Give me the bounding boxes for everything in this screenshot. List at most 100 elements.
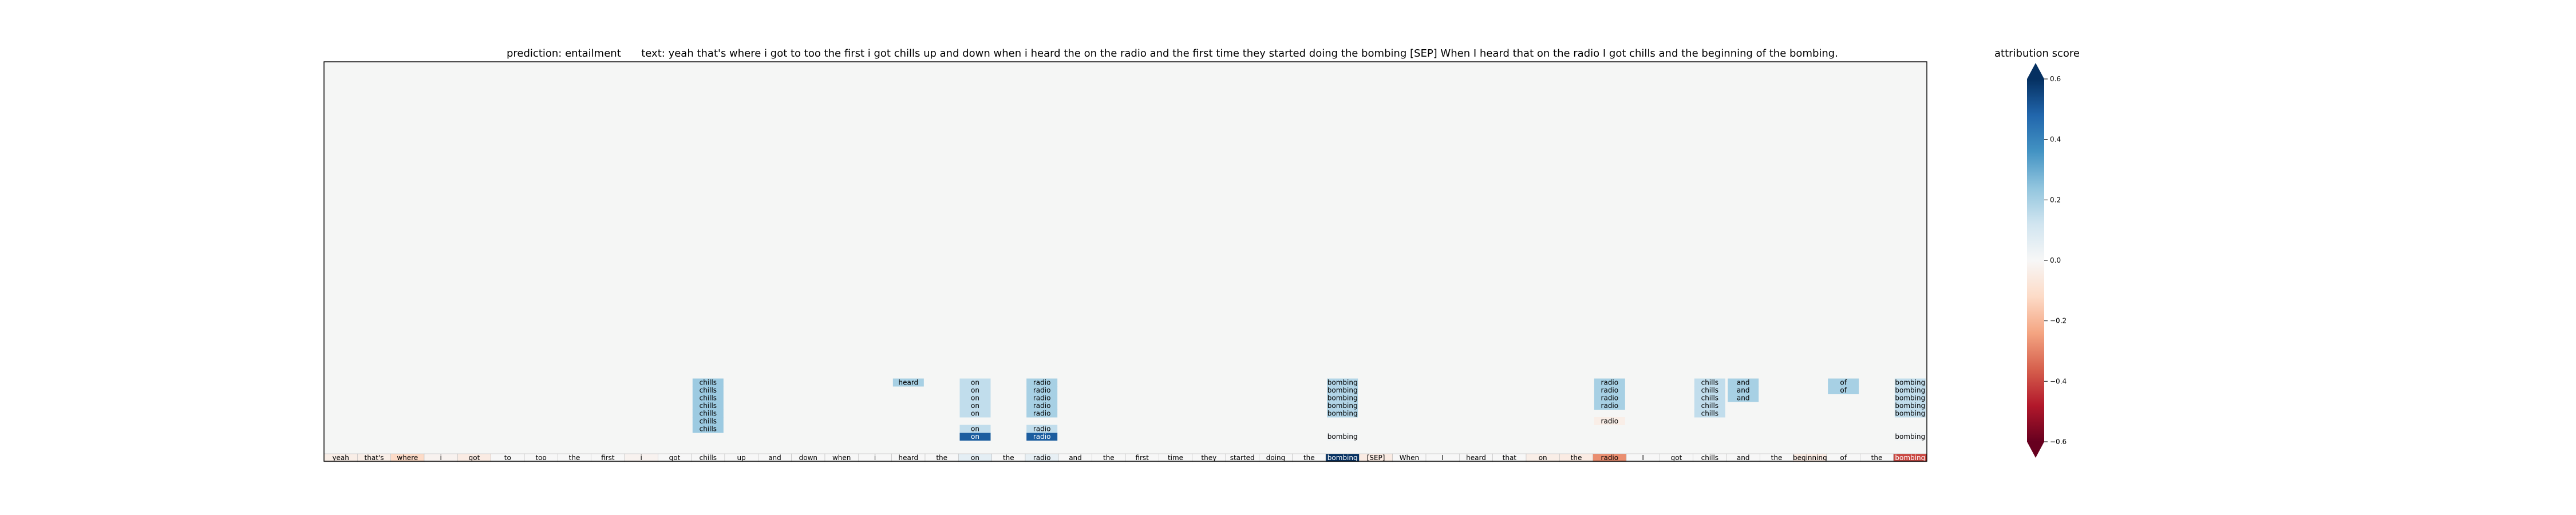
token-label: the bbox=[936, 454, 947, 462]
cell-chills bbox=[1694, 402, 1725, 410]
cell-radio bbox=[1026, 378, 1058, 387]
cell-on bbox=[959, 402, 991, 410]
token-label: got bbox=[469, 454, 480, 462]
cell-label: and bbox=[1737, 386, 1750, 394]
cell-bombing bbox=[1894, 433, 1926, 441]
cell-bombing bbox=[1327, 433, 1358, 441]
prediction-value: entailment bbox=[565, 47, 621, 60]
cell-label: bombing bbox=[1895, 410, 1925, 418]
token-label: the bbox=[1303, 454, 1315, 462]
cell-radio bbox=[1594, 417, 1625, 425]
cell-label: on bbox=[971, 394, 979, 402]
token-label: where bbox=[397, 454, 418, 462]
text-label: text: bbox=[641, 47, 665, 60]
cell-and bbox=[1728, 394, 1759, 402]
cell-label: on bbox=[971, 425, 979, 433]
token-label: radio bbox=[1601, 454, 1619, 462]
cell-radio bbox=[1594, 402, 1625, 410]
cell-label: bombing bbox=[1895, 402, 1925, 410]
token-label: heard bbox=[1466, 454, 1486, 462]
cell-of bbox=[1828, 378, 1859, 387]
cell-label: radio bbox=[1033, 402, 1051, 410]
token-label: they bbox=[1201, 454, 1216, 462]
token-label: got bbox=[669, 454, 681, 462]
cell-and bbox=[1728, 378, 1759, 387]
cell-label: bombing bbox=[1895, 379, 1925, 387]
token-label: radio bbox=[1033, 454, 1051, 462]
cell-bombing bbox=[1894, 394, 1926, 402]
cell-label: and bbox=[1737, 379, 1750, 387]
cell-on bbox=[959, 433, 991, 441]
colorbar-gradient bbox=[2027, 79, 2044, 442]
cell-label: bombing bbox=[1895, 394, 1925, 402]
cell-bombing bbox=[1894, 378, 1926, 387]
token-label: bombing bbox=[1895, 454, 1925, 462]
cell-label: of bbox=[1840, 379, 1847, 387]
cell-label: chills bbox=[700, 402, 717, 410]
colorbar-tick-label: 0.0 bbox=[2050, 256, 2061, 264]
token-label: and bbox=[1069, 454, 1082, 462]
cell-bombing bbox=[1327, 378, 1358, 387]
token-label: heard bbox=[898, 454, 918, 462]
colorbar: 0.6 0.4 0.2 0.0 −0.2 −0.4 −0.6 bbox=[2027, 63, 2067, 458]
cell-label: on bbox=[971, 433, 979, 441]
token-label: doing bbox=[1266, 454, 1286, 462]
cell-label: radio bbox=[1601, 417, 1619, 425]
token-label: up bbox=[737, 454, 746, 462]
token-label: I bbox=[1642, 454, 1644, 462]
cell-label: bombing bbox=[1327, 386, 1358, 394]
cell-chills bbox=[692, 386, 724, 394]
cell-label: on bbox=[971, 386, 979, 394]
cell-on bbox=[959, 386, 991, 394]
plot-background bbox=[324, 62, 1927, 461]
cell-label: chills bbox=[700, 425, 717, 433]
cell-label: on bbox=[971, 379, 979, 387]
token-label: i bbox=[440, 454, 441, 462]
colorbar-extend-top bbox=[2027, 63, 2044, 79]
cell-chills bbox=[692, 378, 724, 387]
cell-radio bbox=[1594, 386, 1625, 394]
cell-chills bbox=[1694, 409, 1725, 418]
cell-on bbox=[959, 394, 991, 402]
cell-label: radio bbox=[1033, 394, 1051, 402]
token-label: i bbox=[640, 454, 642, 462]
token-label: bombing bbox=[1327, 454, 1358, 462]
cell-bombing bbox=[1327, 386, 1358, 394]
cell-label: bombing bbox=[1327, 394, 1358, 402]
cell-label: on bbox=[971, 410, 979, 418]
colorbar-tick-label: 0.6 bbox=[2050, 75, 2061, 83]
cell-label: on bbox=[971, 402, 979, 410]
cell-radio bbox=[1026, 409, 1058, 418]
cell-chills bbox=[692, 417, 724, 425]
cell-label: chills bbox=[700, 386, 717, 394]
cell-radio bbox=[1594, 394, 1625, 402]
cell-label: bombing bbox=[1895, 386, 1925, 394]
cell-chills bbox=[692, 425, 724, 433]
cell-label: chills bbox=[700, 379, 717, 387]
colorbar-tick-label: 0.4 bbox=[2050, 136, 2061, 144]
cell-radio bbox=[1026, 433, 1058, 441]
cell-label: radio bbox=[1033, 386, 1051, 394]
cell-label: bombing bbox=[1327, 433, 1358, 441]
cell-bombing bbox=[1327, 402, 1358, 410]
cell-label: chills bbox=[700, 394, 717, 402]
token-label: chills bbox=[1701, 454, 1718, 462]
cell-label: of bbox=[1840, 386, 1847, 394]
token-label: too bbox=[535, 454, 546, 462]
cell-chills bbox=[692, 402, 724, 410]
cell-label: chills bbox=[1701, 410, 1718, 418]
cell-chills bbox=[692, 394, 724, 402]
cell-on bbox=[959, 378, 991, 387]
token-label: the bbox=[1003, 454, 1014, 462]
cell-chills bbox=[1694, 394, 1725, 402]
token-label: the bbox=[569, 454, 580, 462]
token-label: beginning bbox=[1793, 454, 1827, 462]
cell-label: heard bbox=[898, 379, 918, 387]
cell-radio bbox=[1026, 394, 1058, 402]
cell-label: radio bbox=[1601, 402, 1619, 410]
token-label: yeah bbox=[332, 454, 349, 462]
chart-title: prediction: entailment text: yeah that's… bbox=[507, 47, 1838, 60]
cell-on bbox=[959, 409, 991, 418]
cell-label: radio bbox=[1033, 379, 1051, 387]
